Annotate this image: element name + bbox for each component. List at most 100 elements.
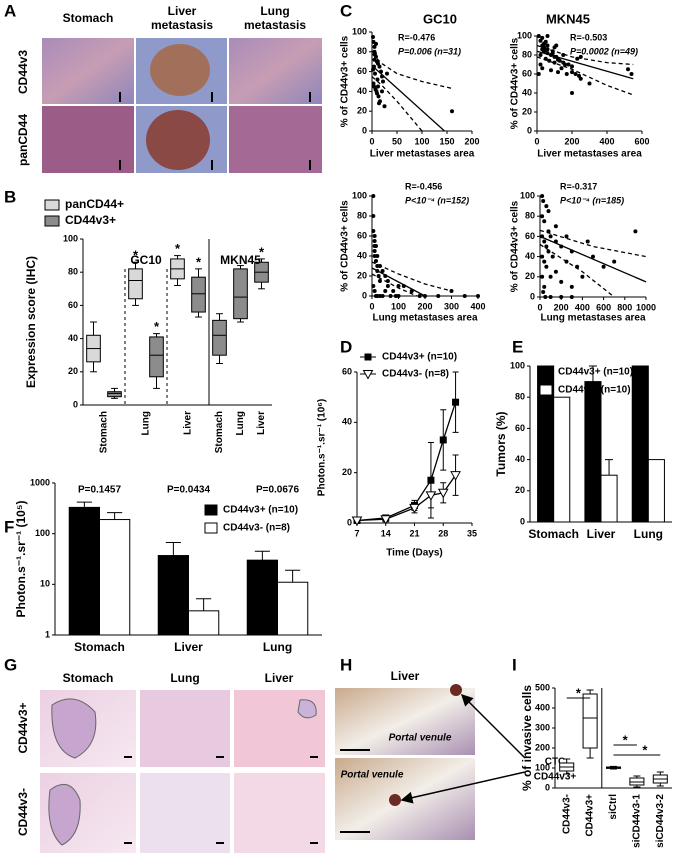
point [381,79,385,84]
point [371,81,376,86]
y-tick-label: 40 [342,417,352,427]
point [391,289,396,293]
point [396,294,401,298]
y-axis-label: Expression score (IHC) [24,256,38,388]
panel-letter: A [4,1,16,20]
micrograph [42,38,134,104]
x-tick-label: 200 [417,301,432,311]
point [629,72,634,76]
point [542,259,547,264]
fit-line [536,56,634,96]
y-tick-label: 400 [535,702,550,712]
x-tick-label: Lung [263,640,292,654]
x-tick-label: CD44v3- [561,794,572,834]
point [552,60,557,65]
point [372,84,376,89]
point [436,294,441,298]
point [542,239,547,244]
point [553,224,558,229]
column-header: metastasis [244,18,306,32]
y-tick-label: 300 [535,722,550,732]
point [371,229,376,233]
y-axis-label: % of CD44v3+ cells [340,200,351,292]
point [559,295,564,299]
y-axis-label: % of invasive cells [520,685,534,791]
significance: * [175,241,181,256]
stat: P<10⁻⁴ (n=152) [405,195,469,205]
point [580,274,585,279]
legend-swatch [539,366,553,378]
point [564,72,569,76]
significance: * [154,319,160,334]
bar [600,474,618,523]
p-value: P=0.0676 [256,485,300,496]
error-bar [605,459,614,476]
y-tick-label: 20 [68,366,78,376]
error-bar [196,598,212,611]
significance: * [133,248,139,263]
legend-marker [362,370,374,380]
point [376,84,380,89]
point [570,91,574,95]
row-header: CD44v3+ [16,702,30,753]
x-tick-label: CD44v3+ [585,794,596,837]
row-header: CD44v3- [16,788,30,836]
bar [99,519,131,636]
x-tick-label: Stomach [74,640,125,654]
y-tick-label: 40 [525,251,535,261]
legend-swatch [44,199,60,211]
fit-line [536,44,634,66]
fit-line [539,235,647,283]
box [582,693,598,749]
point [570,70,574,75]
y-tick-label: 10 [40,579,50,589]
legend-swatch [44,215,60,227]
marker [409,503,420,514]
y-tick-label: 0 [545,782,550,792]
point [374,54,378,59]
box [191,276,206,313]
y-axis-label: % of CD44v3+ cells [510,200,521,292]
point [376,61,380,66]
image-title: Liver [391,669,420,683]
point [570,64,574,69]
y-tick-label: 1000 [30,477,50,487]
y-tick-label: 1 [45,629,50,639]
y-tick-label: 0 [73,399,78,409]
point [573,72,578,76]
x-tick-label: Liver [183,411,194,435]
point [376,94,381,99]
x-tick-label: 28 [438,528,448,538]
point [536,34,541,38]
point [382,104,387,109]
micrograph [229,38,322,104]
stat: P=0.006 (n=31) [398,46,461,56]
point [541,289,546,294]
micrographs-a [42,38,322,173]
bar [631,365,649,523]
x-tick-label: 0 [369,136,374,146]
micrograph [234,773,325,853]
legend-label: panCD44+ [65,197,124,211]
point [566,62,571,67]
column-header: Liver [265,671,294,685]
fit-line [371,267,426,297]
image-label: Portal venule [389,733,452,744]
point [556,70,560,75]
point [375,254,380,258]
point [375,77,380,82]
point [548,295,553,299]
point [585,239,590,244]
legend-swatch [539,384,553,396]
row-header: CD44v3 [16,50,30,94]
y-tick-label: 0 [527,125,532,135]
column-header: metastasis [151,18,213,32]
box [128,268,143,300]
panel-letter: I [512,655,517,674]
fit-line [371,65,445,132]
point [373,259,378,263]
y-tick-label: 40 [68,333,78,343]
point [372,44,377,49]
point [388,294,393,298]
